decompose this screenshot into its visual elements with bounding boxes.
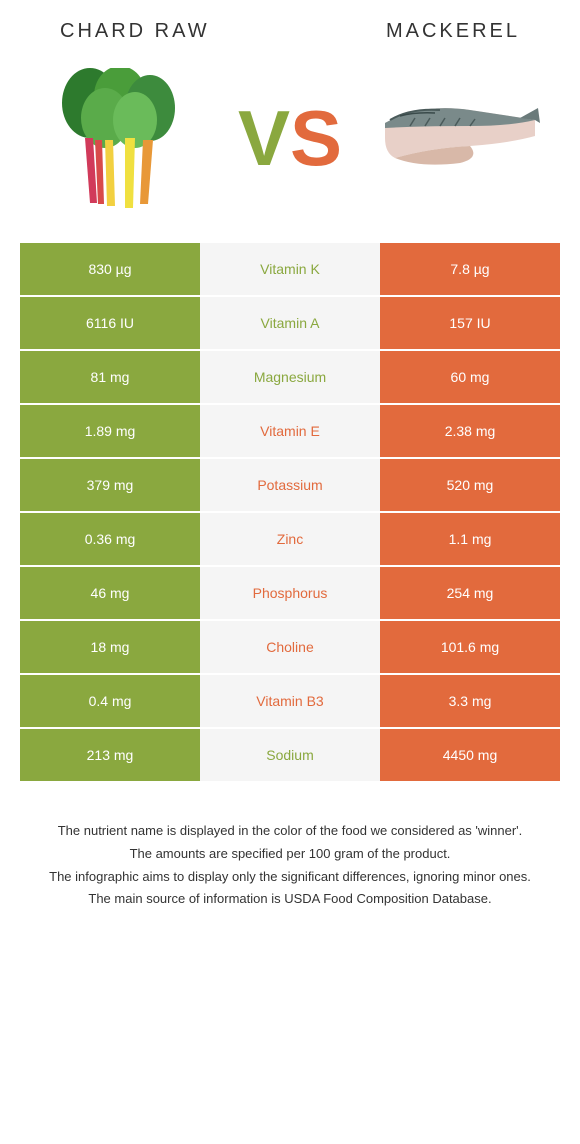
right-value: 101.6 mg [380, 621, 560, 673]
left-value: 213 mg [20, 729, 200, 781]
left-value: 46 mg [20, 567, 200, 619]
footnote-line: The infographic aims to display only the… [30, 867, 550, 888]
table-row: 1.89 mgVitamin E2.38 mg [20, 405, 560, 457]
left-value: 379 mg [20, 459, 200, 511]
header: chard raw Mackerel [20, 20, 560, 43]
nutrient-label: Vitamin K [200, 243, 380, 295]
left-value: 18 mg [20, 621, 200, 673]
nutrient-label: Zinc [200, 513, 380, 565]
left-value: 81 mg [20, 351, 200, 403]
right-value: 2.38 mg [380, 405, 560, 457]
footnote-line: The nutrient name is displayed in the co… [30, 821, 550, 842]
left-value: 830 µg [20, 243, 200, 295]
chard-image [40, 63, 200, 213]
left-value: 0.4 mg [20, 675, 200, 727]
nutrient-label: Potassium [200, 459, 380, 511]
nutrient-label: Vitamin E [200, 405, 380, 457]
nutrient-table: 830 µgVitamin K7.8 µg6116 IUVitamin A157… [20, 243, 560, 781]
table-row: 18 mgCholine101.6 mg [20, 621, 560, 673]
mackerel-image [380, 63, 540, 213]
nutrient-label: Magnesium [200, 351, 380, 403]
table-row: 213 mgSodium4450 mg [20, 729, 560, 781]
chard-icon [55, 68, 185, 208]
right-value: 520 mg [380, 459, 560, 511]
table-row: 0.4 mgVitamin B33.3 mg [20, 675, 560, 727]
right-value: 157 IU [380, 297, 560, 349]
right-value: 1.1 mg [380, 513, 560, 565]
right-value: 60 mg [380, 351, 560, 403]
nutrient-label: Choline [200, 621, 380, 673]
images-row: VS [20, 63, 560, 213]
right-value: 254 mg [380, 567, 560, 619]
table-row: 81 mgMagnesium60 mg [20, 351, 560, 403]
nutrient-label: Vitamin A [200, 297, 380, 349]
table-row: 0.36 mgZinc1.1 mg [20, 513, 560, 565]
left-value: 1.89 mg [20, 405, 200, 457]
footnotes: The nutrient name is displayed in the co… [20, 821, 560, 910]
right-food-title: Mackerel [386, 20, 520, 43]
left-value: 0.36 mg [20, 513, 200, 565]
nutrient-label: Vitamin B3 [200, 675, 380, 727]
footnote-line: The main source of information is USDA F… [30, 889, 550, 910]
vs-v-letter: V [238, 93, 290, 184]
table-row: 6116 IUVitamin A157 IU [20, 297, 560, 349]
left-food-title: chard raw [60, 20, 210, 43]
table-row: 379 mgPotassium520 mg [20, 459, 560, 511]
nutrient-label: Phosphorus [200, 567, 380, 619]
table-row: 830 µgVitamin K7.8 µg [20, 243, 560, 295]
footnote-line: The amounts are specified per 100 gram o… [30, 844, 550, 865]
nutrient-label: Sodium [200, 729, 380, 781]
vs-label: VS [238, 93, 342, 184]
right-value: 4450 mg [380, 729, 560, 781]
table-row: 46 mgPhosphorus254 mg [20, 567, 560, 619]
vs-s-letter: S [290, 93, 342, 184]
right-value: 3.3 mg [380, 675, 560, 727]
mackerel-icon [380, 98, 540, 178]
right-value: 7.8 µg [380, 243, 560, 295]
left-value: 6116 IU [20, 297, 200, 349]
